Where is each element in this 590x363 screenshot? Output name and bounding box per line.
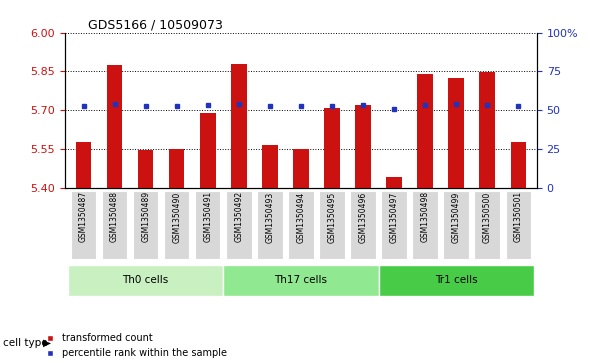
Text: GSM1350499: GSM1350499 <box>452 191 461 242</box>
Text: GSM1350491: GSM1350491 <box>203 191 212 242</box>
Bar <box>138 150 153 188</box>
Text: GSM1350495: GSM1350495 <box>327 191 336 242</box>
Bar <box>355 105 371 188</box>
Text: cell type: cell type <box>3 338 48 348</box>
FancyBboxPatch shape <box>288 191 314 260</box>
FancyBboxPatch shape <box>195 191 221 260</box>
Text: GSM1350496: GSM1350496 <box>359 191 368 242</box>
Text: Tr1 cells: Tr1 cells <box>435 275 477 285</box>
Bar <box>293 149 309 188</box>
FancyBboxPatch shape <box>444 191 469 260</box>
Bar <box>324 107 340 188</box>
Bar <box>417 74 433 188</box>
FancyBboxPatch shape <box>506 191 531 260</box>
FancyBboxPatch shape <box>412 191 438 260</box>
FancyBboxPatch shape <box>379 265 534 296</box>
Bar <box>480 72 495 188</box>
FancyBboxPatch shape <box>68 265 223 296</box>
Bar <box>76 142 91 188</box>
FancyBboxPatch shape <box>381 191 407 260</box>
Text: GDS5166 / 10509073: GDS5166 / 10509073 <box>88 19 224 32</box>
FancyBboxPatch shape <box>223 265 379 296</box>
FancyBboxPatch shape <box>226 191 251 260</box>
Text: ▶: ▶ <box>43 338 51 348</box>
FancyBboxPatch shape <box>164 191 189 260</box>
Text: GSM1350498: GSM1350498 <box>421 191 430 242</box>
FancyBboxPatch shape <box>71 191 96 260</box>
FancyBboxPatch shape <box>133 191 158 260</box>
Bar <box>107 65 122 188</box>
Text: GSM1350487: GSM1350487 <box>79 191 88 242</box>
FancyBboxPatch shape <box>350 191 376 260</box>
Text: Th17 cells: Th17 cells <box>274 275 327 285</box>
Text: GSM1350494: GSM1350494 <box>296 191 306 242</box>
Text: GSM1350492: GSM1350492 <box>234 191 243 242</box>
Text: GSM1350500: GSM1350500 <box>483 191 491 242</box>
Text: GSM1350501: GSM1350501 <box>514 191 523 242</box>
FancyBboxPatch shape <box>319 191 345 260</box>
Bar <box>262 145 278 188</box>
Legend: transformed count, percentile rank within the sample: transformed count, percentile rank withi… <box>46 333 227 358</box>
Bar <box>200 113 215 188</box>
Text: GSM1350490: GSM1350490 <box>172 191 181 242</box>
Text: GSM1350488: GSM1350488 <box>110 191 119 242</box>
Text: GSM1350489: GSM1350489 <box>141 191 150 242</box>
Bar <box>169 149 185 188</box>
Text: Th0 cells: Th0 cells <box>123 275 169 285</box>
FancyBboxPatch shape <box>474 191 500 260</box>
Bar <box>386 177 402 188</box>
Bar <box>510 142 526 188</box>
FancyBboxPatch shape <box>257 191 283 260</box>
Bar <box>231 64 247 188</box>
Bar <box>448 78 464 188</box>
Text: GSM1350497: GSM1350497 <box>389 191 399 242</box>
Text: GSM1350493: GSM1350493 <box>266 191 274 242</box>
FancyBboxPatch shape <box>102 191 127 260</box>
